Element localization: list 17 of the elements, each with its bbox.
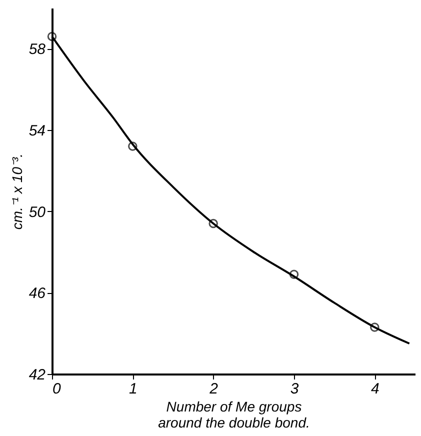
x-tick-label: 3 — [290, 380, 300, 398]
point — [208, 218, 218, 228]
y-tick-label: 46 — [28, 285, 46, 302]
x-tick-label: 4 — [370, 380, 380, 398]
x-tick-label: 1 — [128, 380, 138, 398]
x-tick-label: 2 — [208, 380, 219, 398]
point — [289, 270, 299, 279]
y-tick-label: 54 — [28, 122, 46, 140]
x-tick-label: 0 — [52, 380, 62, 398]
x-axis-title: Number of Me groups around the double bond. — [158, 398, 310, 430]
y-axis-title: cm.⁻¹ x 10⁻³. — [8, 153, 25, 230]
point — [47, 32, 57, 42]
y-tick-label: 42 — [28, 366, 46, 384]
point — [370, 322, 380, 332]
point — [128, 142, 138, 151]
y-tick-label: 58 — [28, 41, 46, 58]
y-tick-label: 50 — [28, 204, 46, 221]
